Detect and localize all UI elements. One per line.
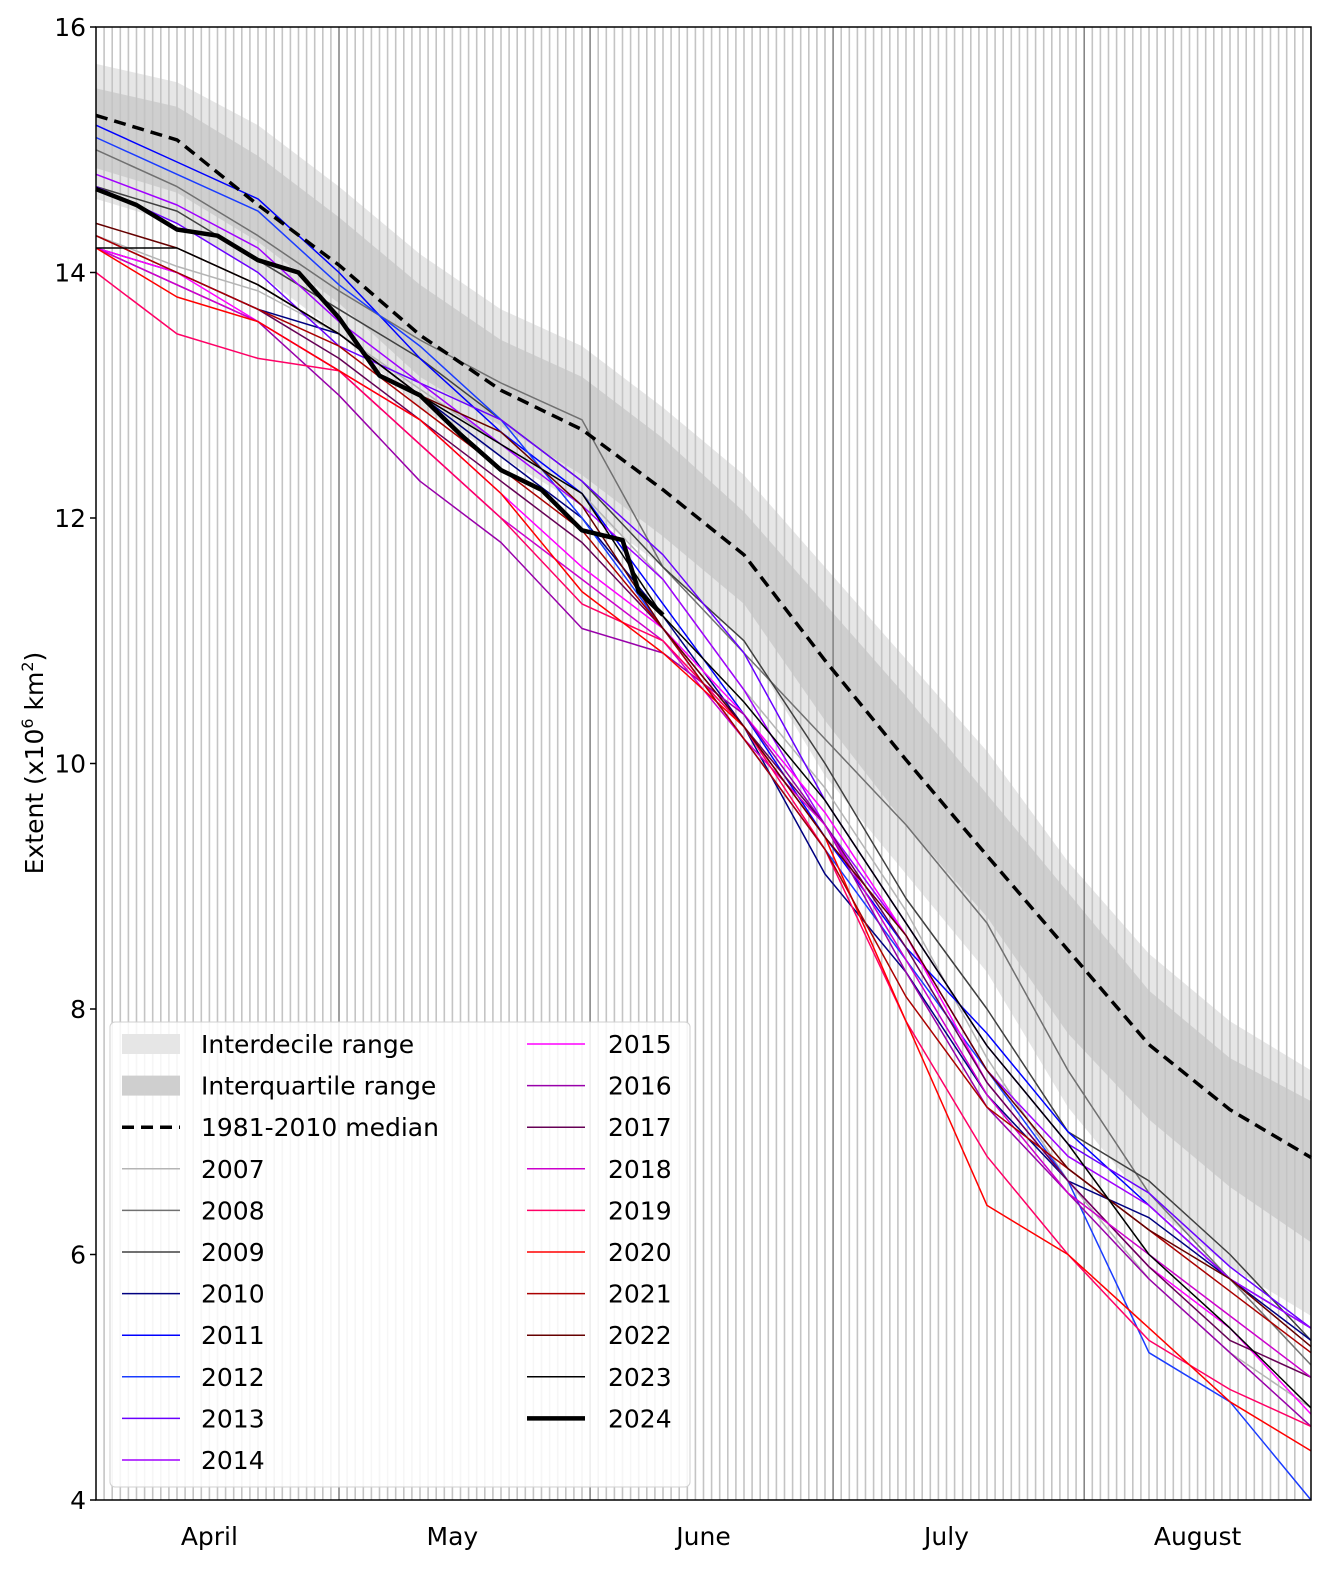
legend-label-2024: 2024 — [608, 1404, 672, 1433]
legend-label-2021: 2021 — [608, 1280, 672, 1309]
legend-label-interdecile: Interdecile range — [201, 1030, 414, 1059]
median-line — [95, 113, 1312, 1160]
y-tick-label: 6 — [70, 1241, 86, 1270]
series-line-2024 — [95, 186, 665, 617]
legend-label-2012: 2012 — [201, 1363, 265, 1392]
legend-box — [109, 1021, 691, 1488]
y-tick-label: 10 — [54, 750, 86, 779]
y-tick-label: 4 — [70, 1486, 86, 1515]
y-tick-label: 12 — [54, 504, 86, 533]
series-line-2023 — [96, 247, 1312, 1409]
y-tick-label: 8 — [70, 995, 86, 1024]
legend-label-2014: 2014 — [201, 1446, 265, 1475]
legend-label-2020: 2020 — [608, 1238, 672, 1267]
legend-swatch-interquartile — [122, 1075, 180, 1096]
x-month-label: August — [1154, 1522, 1242, 1551]
x-month-label: April — [181, 1522, 238, 1551]
legend-label-2015: 2015 — [608, 1030, 672, 1059]
legend-label-2017: 2017 — [608, 1113, 672, 1142]
legend-label-2023: 2023 — [608, 1363, 672, 1392]
legend-label-2010: 2010 — [201, 1280, 265, 1309]
series-line-2008 — [95, 149, 1312, 1366]
legend: Interdecile range Interquartile range 1981… — [109, 1021, 691, 1488]
grid-lines — [103, 27, 1304, 1500]
legend-label-2009: 2009 — [201, 1238, 265, 1267]
y-tick-label: 16 — [54, 13, 86, 42]
legend-label-2008: 2008 — [201, 1196, 265, 1225]
legend-label-2011: 2011 — [201, 1321, 265, 1350]
legend-label-median: 1981-2010 median — [201, 1113, 439, 1142]
x-month-label: June — [674, 1522, 730, 1551]
legend-label-2022: 2022 — [608, 1321, 672, 1350]
x-month-label: May — [427, 1522, 479, 1551]
legend-label-2019: 2019 — [608, 1196, 672, 1225]
series-line-2020 — [95, 247, 1312, 1452]
legend-swatch-interdecile — [122, 1034, 180, 1054]
x-month-label: July — [922, 1522, 969, 1551]
legend-label-2013: 2013 — [201, 1404, 265, 1433]
interdecile-band — [96, 63, 1311, 1316]
series-line-2014 — [95, 173, 1312, 1329]
legend-label-interquartile: Interquartile range — [201, 1072, 436, 1101]
y-axis-label: Extent (x106 km2) — [18, 652, 49, 875]
legend-label-2007: 2007 — [201, 1155, 265, 1184]
y-tick-label: 14 — [54, 259, 86, 288]
legend-label-2018: 2018 — [608, 1155, 672, 1184]
legend-label-2016: 2016 — [608, 1072, 672, 1101]
axes: 4 6 8 10 12 14 16 April May June July August — [54, 13, 1241, 1551]
series-lines — [95, 113, 1312, 1501]
